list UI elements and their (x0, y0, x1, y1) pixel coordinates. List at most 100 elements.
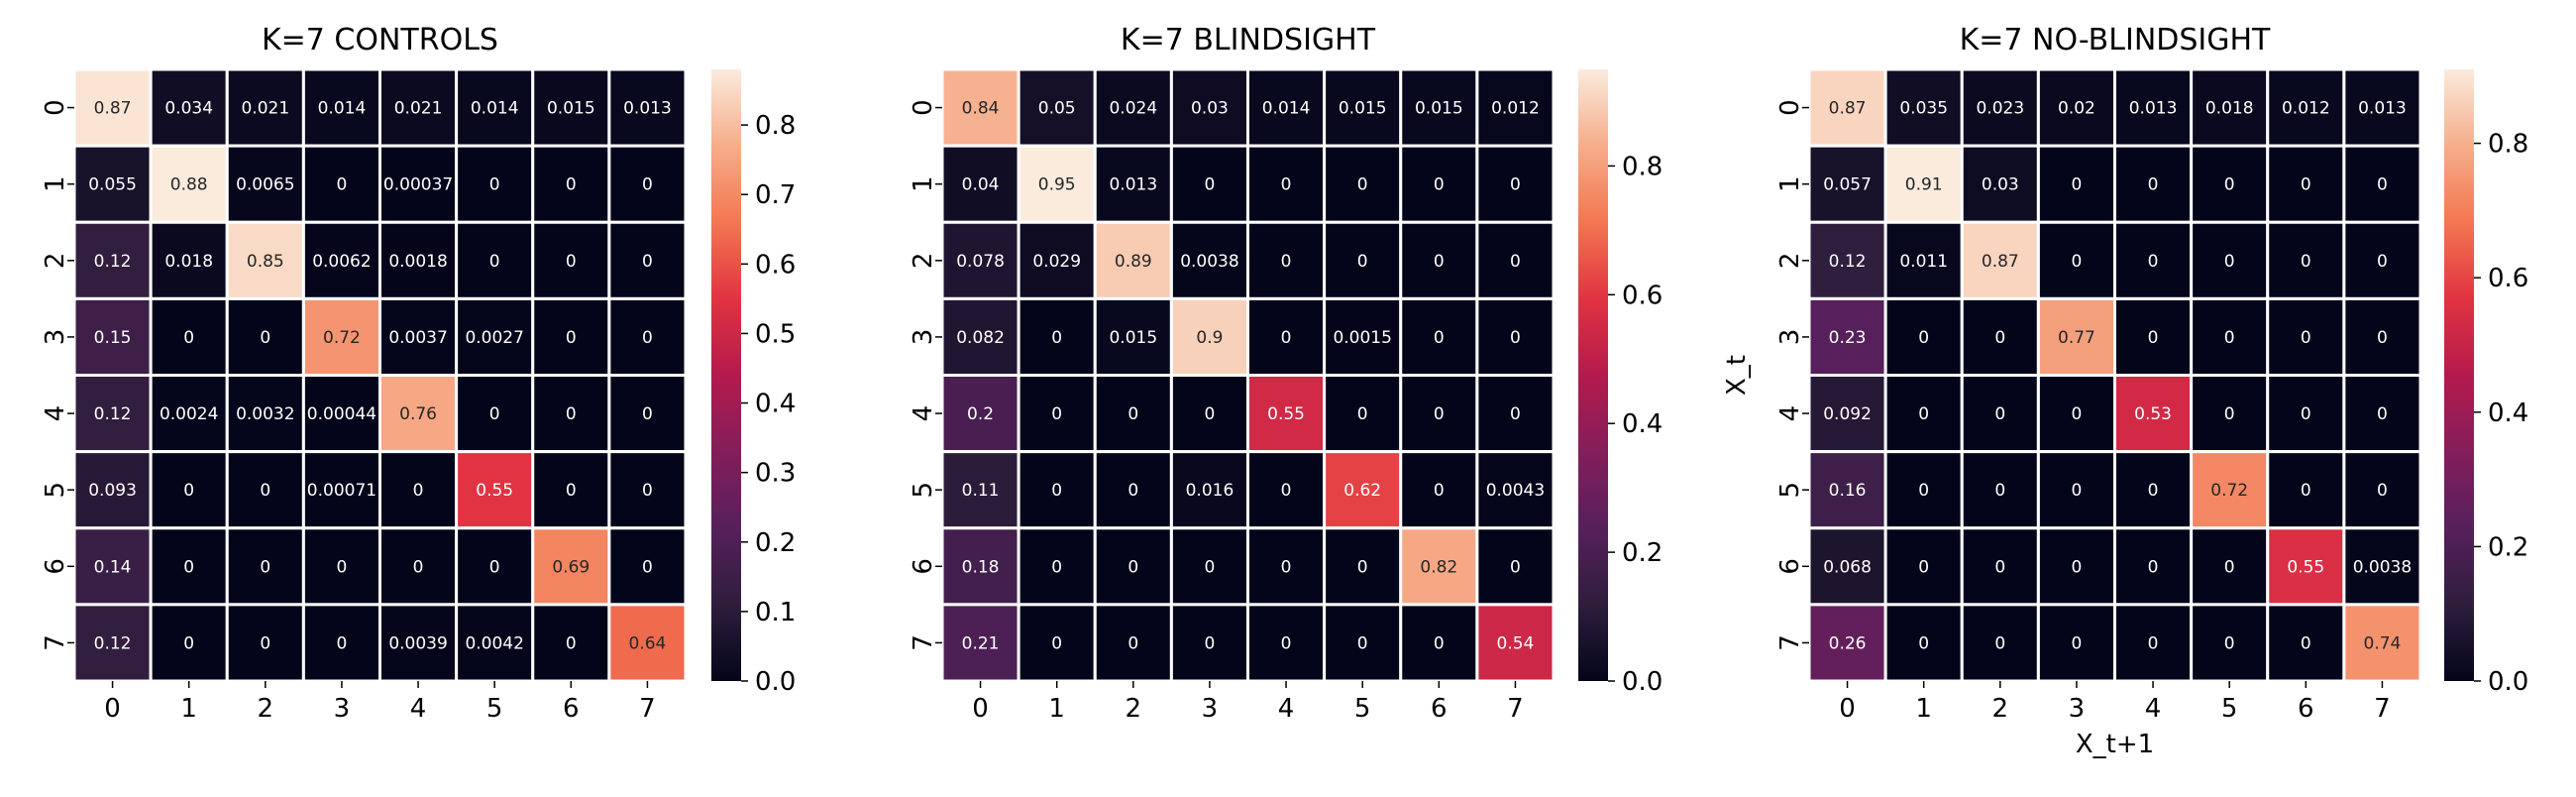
cell-label: 0 (260, 481, 270, 501)
heatmap-cell (301, 220, 381, 300)
heatmap-cell (531, 296, 611, 377)
cell-label: 0.092 (1823, 404, 1872, 424)
cell-label: 0 (2072, 404, 2083, 424)
cell-label: 0 (566, 481, 577, 501)
y-tick-label: 6 (1775, 558, 1805, 575)
heatmap-cell (2113, 220, 2194, 300)
cell-label: 0.023 (1976, 99, 2024, 119)
heatmap-cell (225, 296, 305, 377)
y-tick-label: 4 (41, 405, 70, 422)
cell-label: 0.012 (1491, 99, 1540, 119)
x-tick-label: 7 (2374, 694, 2391, 724)
heatmap-cell (149, 526, 229, 607)
heatmap-cell (1093, 67, 1173, 148)
cell-label: 0 (489, 404, 500, 424)
cell-label: 0.11 (962, 481, 1000, 501)
y-tick-label: 7 (909, 634, 938, 651)
heatmap-cell (1399, 450, 1479, 530)
cell-label: 0 (2224, 633, 2235, 653)
y-tick-label: 0 (1775, 99, 1805, 116)
cell-label: 0.0065 (236, 175, 294, 195)
cell-label: 0 (1357, 404, 1368, 424)
cell-label: 0 (2072, 175, 2083, 195)
cell-label: 0 (1357, 252, 1368, 272)
cell-label: 0.9 (1196, 328, 1223, 348)
heatmap-cell (1883, 144, 1964, 224)
cell-label: 0.87 (94, 99, 132, 119)
heatmap-cell (1323, 526, 1403, 607)
y-tick-label: 1 (41, 175, 70, 192)
colorbar-tick-label: 0.0 (1622, 667, 1663, 697)
heatmap-cell (2113, 526, 2194, 607)
cell-label: 0.62 (1343, 481, 1381, 501)
cell-label: 0.021 (241, 99, 289, 119)
heatmap-cell (1475, 526, 1556, 607)
cell-label: 0 (1434, 481, 1445, 501)
cell-label: 0 (642, 557, 653, 577)
cell-label: 0.55 (1267, 404, 1305, 424)
cell-label: 0 (183, 481, 194, 501)
y-tick-label: 4 (909, 405, 938, 422)
cell-label: 0 (1434, 252, 1445, 272)
heatmap-cell (1883, 374, 1964, 454)
heatmap-cell (1475, 374, 1556, 454)
heatmap-cell (1475, 67, 1556, 148)
cell-label: 0.082 (956, 328, 1005, 348)
cell-label: 0.015 (547, 99, 595, 119)
x-tick-label: 5 (1354, 694, 1371, 724)
heatmap-cell (607, 220, 688, 300)
cell-label: 0 (2301, 633, 2311, 653)
cell-label: 0 (2301, 404, 2311, 424)
cell-label: 0 (1205, 633, 1216, 653)
cell-label: 0 (2377, 328, 2388, 348)
cell-label: 0.0015 (1333, 328, 1391, 348)
heatmap-cell (2036, 67, 2116, 148)
cell-label: 0 (260, 328, 270, 348)
cell-label: 0.011 (1899, 252, 1948, 272)
cell-label: 0 (1434, 633, 1445, 653)
heatmap-cell (1475, 296, 1556, 377)
heatmap-cell (2342, 296, 2422, 377)
x-tick-label: 3 (1202, 694, 1219, 724)
heatmap-cell (2190, 374, 2270, 454)
heatmap-cell (1093, 526, 1173, 607)
cell-label: 0 (1127, 404, 1138, 424)
heatmap-cell (1960, 374, 2040, 454)
heatmap-cell (531, 220, 611, 300)
y-tick-label: 2 (41, 253, 70, 270)
cell-label: 0 (1434, 404, 1445, 424)
heatmap-cell (1246, 603, 1327, 683)
cell-label: 0 (337, 557, 348, 577)
cell-label: 0.55 (2287, 557, 2324, 577)
heatmap-cell (2342, 374, 2422, 454)
heatmap-cell (531, 526, 611, 607)
cell-label: 0 (566, 404, 577, 424)
cell-label: 0 (1205, 557, 1216, 577)
cell-label: 0 (1051, 404, 1062, 424)
cell-label: 0 (1357, 633, 1368, 653)
cell-label: 0.69 (552, 557, 590, 577)
colorbar-tick-label: 0.6 (755, 250, 796, 280)
cell-label: 0 (1918, 481, 1929, 501)
cell-label: 0 (2377, 175, 2388, 195)
colorbar (711, 69, 741, 681)
cell-label: 0.18 (962, 557, 1000, 577)
heatmap-cell (378, 603, 459, 683)
heatmap-cell (378, 526, 459, 607)
y-tick-label: 2 (1775, 253, 1805, 270)
cell-label: 0 (1918, 557, 1929, 577)
x-tick-label: 5 (486, 694, 503, 724)
heatmap-cell (1807, 450, 1887, 530)
heatmap-cell (607, 67, 688, 148)
cell-label: 0 (2224, 404, 2235, 424)
heatmap-cell (1246, 67, 1327, 148)
heatmap-cell (1323, 144, 1403, 224)
cell-label: 0 (1127, 481, 1138, 501)
cell-label: 0.029 (1032, 252, 1081, 272)
heatmap-cell (1323, 220, 1403, 300)
cell-label: 0.87 (1982, 252, 2019, 272)
heatmap-cell (2036, 450, 2116, 530)
x-tick-label: 3 (2069, 694, 2086, 724)
cell-label: 0.021 (394, 99, 443, 119)
